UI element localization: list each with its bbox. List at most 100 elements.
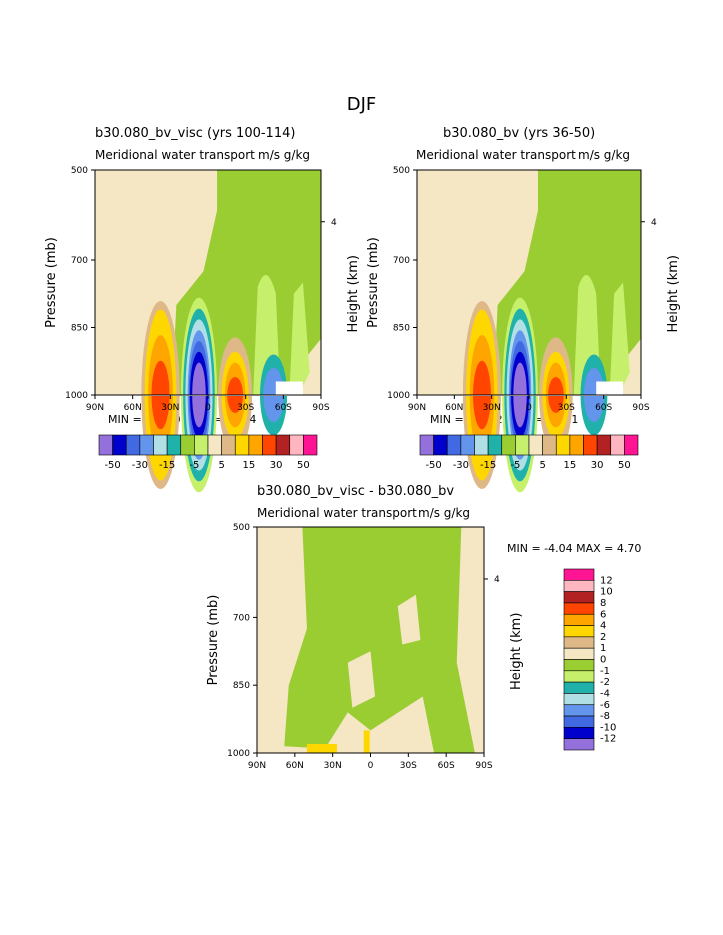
colorbar-label: -8 [600, 711, 610, 722]
right-axis-label: Height (km) [346, 255, 361, 332]
colorbar-label: 5 [539, 460, 545, 471]
colorbar-box [501, 434, 516, 456]
colorbar-box [563, 704, 595, 717]
colorbar-box [166, 434, 182, 456]
y-axis-label: Pressure (mb) [366, 237, 381, 328]
colorbar-box [303, 434, 318, 456]
colorbar-box [487, 434, 503, 456]
panel3-title: b30.080_bv_visc - b30.080_bv [257, 484, 455, 499]
contour-positive-spot-2 [306, 743, 337, 753]
colorbar-box [563, 727, 595, 739]
colorbar-box [563, 647, 595, 660]
y-tick-label: 850 [393, 324, 410, 334]
y-tick-label: 850 [71, 324, 88, 334]
colorbar-box [563, 670, 595, 683]
colorbar-box [112, 434, 127, 456]
x-tick-label: 60S [438, 761, 455, 771]
colorbar-box [275, 434, 291, 456]
colorbar-box [262, 434, 277, 456]
colorbar-label: -2 [600, 677, 610, 688]
colorbar-label: -50 [425, 460, 441, 471]
panel3-units: m/s g/kg [418, 506, 471, 520]
x-tick-label: 90S [312, 403, 329, 413]
panel1-units: m/s g/kg [258, 148, 311, 162]
x-tick-label: 30N [161, 403, 179, 413]
x-tick-label: 30S [558, 403, 575, 413]
y-tick-label: 700 [71, 256, 88, 266]
colorbar-label: 0 [600, 655, 606, 666]
colorbar-label: -1 [600, 666, 610, 677]
colorbar-box [221, 434, 236, 456]
y-tick-label: 1000 [227, 749, 250, 759]
x-tick-label: 30S [237, 403, 254, 413]
panel3-subtitle: Meridional water transport [257, 506, 417, 520]
y-tick-label: 700 [393, 256, 410, 266]
right-tick-label: 4 [331, 218, 337, 228]
colorbar-box [569, 434, 584, 456]
panel3-minmax: MIN = -4.04 MAX = 4.70 [507, 542, 642, 555]
colorbar-label: -5 [510, 460, 520, 471]
colorbar-box [563, 659, 595, 672]
colorbar-box [563, 613, 595, 626]
x-tick-label: 60S [275, 403, 292, 413]
colorbar-box [624, 434, 639, 456]
colorbar-label: -6 [600, 700, 610, 711]
colorbar-label: -4 [600, 688, 610, 699]
panel1-title: b30.080_bv_visc (yrs 100-114) [95, 126, 296, 141]
colorbar-box [563, 636, 595, 649]
colorbar-box [515, 434, 530, 456]
colorbar-box [474, 434, 489, 456]
figure-title: DJF [346, 94, 377, 115]
colorbar-label: -30 [132, 460, 148, 471]
y-tick-label: 1000 [387, 391, 410, 401]
colorbar-label: 1 [600, 643, 606, 654]
x-tick-label: 0 [205, 403, 211, 413]
x-tick-label: 90N [248, 761, 266, 771]
right-axis-label: Height (km) [666, 255, 681, 332]
colorbar-box [563, 738, 595, 751]
missing-data [275, 381, 303, 395]
right-axis-label: Height (km) [509, 613, 524, 690]
contour-positive-spot [363, 730, 370, 753]
colorbar-box [153, 434, 168, 456]
x-tick-label: 90N [86, 403, 104, 413]
colorbar-label: 30 [270, 460, 283, 471]
y-tick-label: 1000 [65, 391, 88, 401]
colorbar-box [563, 681, 595, 694]
panel1-colorbar: -50 -30 -15 -5 5 15 30 50 [98, 434, 318, 471]
colorbar-box [446, 434, 462, 456]
right-tick-label: 4 [494, 575, 500, 585]
colorbar-box [125, 434, 141, 456]
colorbar-box [234, 434, 250, 456]
colorbar-label: -5 [189, 460, 199, 471]
contour-negative-region [284, 527, 475, 753]
contour-positive-patch [347, 651, 376, 708]
colorbar-label: -15 [159, 460, 175, 471]
x-tick-label: 90S [475, 761, 492, 771]
x-tick-label: 60N [124, 403, 142, 413]
y-axis-label: Pressure (mb) [44, 237, 59, 328]
colorbar-label: 15 [564, 460, 577, 471]
colorbar-box [563, 625, 595, 638]
colorbar-box [555, 434, 571, 456]
x-tick-label: 90S [632, 403, 649, 413]
panel2-title: b30.080_bv (yrs 36-50) [443, 126, 596, 141]
panel2-plot: 90N 60N 30N 0 30S 60S 90S 500 700 850 1000 4 Pressur… [366, 166, 681, 493]
x-tick-label: 60N [445, 403, 463, 413]
colorbar-box [528, 434, 543, 456]
colorbar-box [563, 693, 595, 706]
colorbar-label: 50 [618, 460, 631, 471]
contour-positive-patch-2 [397, 594, 421, 645]
colorbar-box [207, 434, 222, 456]
panel1-subtitle: Meridional water transport [95, 148, 255, 162]
contour-light-green-2 [289, 282, 310, 395]
colorbar-box [596, 434, 612, 456]
colorbar-label: 6 [600, 609, 606, 620]
colorbar-label: 50 [297, 460, 310, 471]
y-tick-label: 500 [233, 523, 250, 533]
x-tick-label: 30S [400, 761, 417, 771]
y-tick-label: 700 [233, 613, 250, 623]
colorbar-box [583, 434, 598, 456]
